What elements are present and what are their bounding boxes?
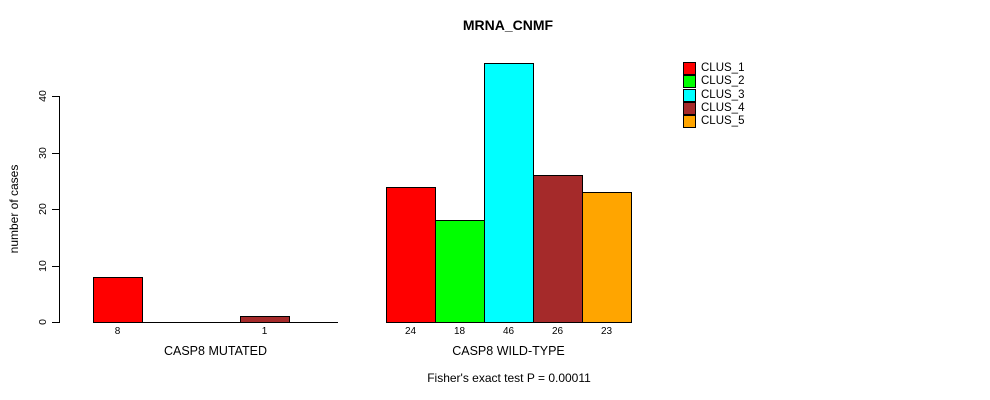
y-axis-label: number of cases bbox=[7, 164, 21, 254]
y-axis-tick-label: 0 bbox=[37, 319, 49, 325]
legend-item-clus_5: CLUS_5 bbox=[683, 115, 745, 129]
annotation-fisher-test: Fisher's exact test P = 0.00011 bbox=[427, 371, 591, 385]
y-axis-tick bbox=[52, 209, 59, 210]
bar-clus_1-group1 bbox=[93, 277, 143, 323]
legend-item-clus_2: CLUS_2 bbox=[683, 75, 745, 89]
legend-label: CLUS_3 bbox=[701, 88, 745, 101]
group-baseline bbox=[93, 322, 338, 323]
legend-swatch-clus_2 bbox=[683, 75, 696, 89]
legend-item-clus_1: CLUS_1 bbox=[683, 62, 744, 75]
legend-swatch-clus_5 bbox=[683, 115, 696, 129]
legend-label: CLUS_5 bbox=[701, 115, 745, 128]
legend-item-clus_4: CLUS_4 bbox=[683, 101, 745, 115]
bar-clus_3-group2 bbox=[484, 63, 534, 323]
legend-swatch-clus_4 bbox=[683, 101, 696, 115]
y-axis-tick-label: 40 bbox=[37, 90, 49, 102]
legend-swatch-clus_3 bbox=[683, 88, 696, 102]
y-axis-tick bbox=[52, 153, 59, 154]
y-axis-tick bbox=[52, 322, 59, 323]
bar-clus_1-group2 bbox=[386, 187, 436, 323]
bar-value-label: 1 bbox=[261, 326, 268, 337]
chart-title: MRNA_CNMF bbox=[462, 17, 554, 33]
legend-label: CLUS_1 bbox=[701, 62, 745, 74]
y-axis-tick bbox=[52, 96, 59, 97]
x-axis-group-label: CASP8 WILD-TYPE bbox=[452, 344, 565, 358]
legend-label: CLUS_4 bbox=[701, 101, 745, 114]
legend-item-clus_3: CLUS_3 bbox=[683, 88, 745, 102]
bar-value-label: 46 bbox=[502, 326, 515, 337]
y-axis-tick-label: 20 bbox=[37, 203, 49, 215]
bar-clus_5-group2 bbox=[582, 192, 632, 323]
y-axis-tick-label: 10 bbox=[37, 260, 49, 272]
bar-value-label: 24 bbox=[404, 326, 417, 337]
bar-value-label: 26 bbox=[551, 326, 564, 337]
x-axis-group-label: CASP8 MUTATED bbox=[163, 344, 268, 358]
bar-value-label: 18 bbox=[453, 326, 466, 337]
y-axis-tick bbox=[52, 266, 59, 267]
bar-value-label: 23 bbox=[600, 326, 613, 337]
bar-value-label: 8 bbox=[114, 326, 121, 337]
legend-swatch-clus_1 bbox=[683, 62, 696, 75]
y-axis-tick-label: 30 bbox=[37, 147, 49, 159]
bar-clus_4-group2 bbox=[533, 175, 583, 323]
bar-clus_2-group2 bbox=[435, 220, 485, 323]
bar-clus_4-group1 bbox=[240, 316, 290, 323]
legend-label: CLUS_2 bbox=[701, 75, 745, 88]
y-axis-line bbox=[59, 96, 60, 323]
